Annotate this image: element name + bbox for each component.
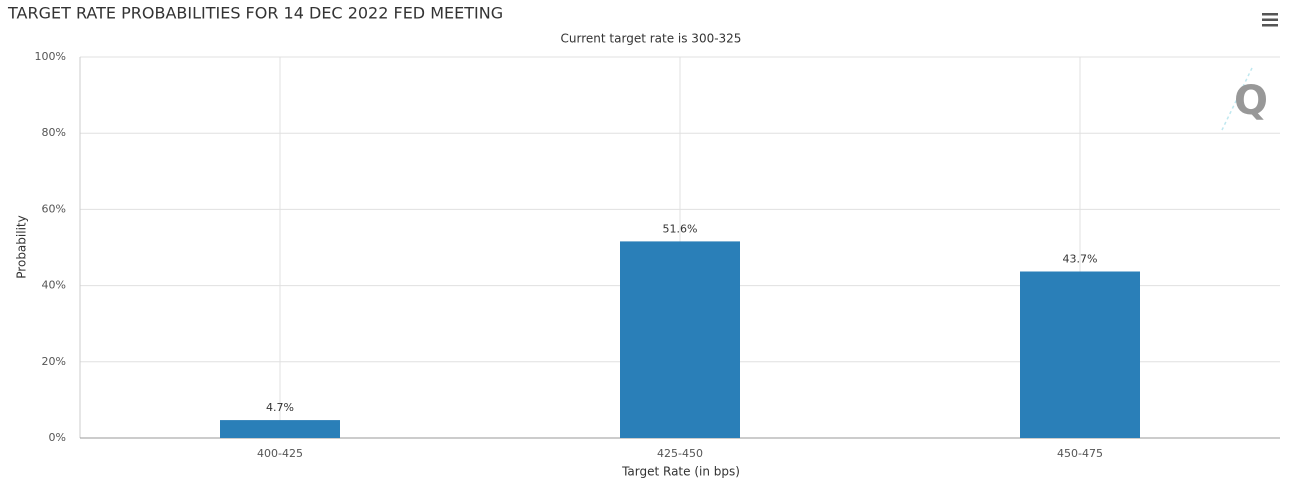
y-tick-label: 40% (42, 279, 66, 292)
x-axis-label: Target Rate (in bps) (621, 465, 740, 479)
y-tick-label: 100% (35, 50, 66, 63)
x-tick-label: 450-475 (1057, 447, 1103, 460)
bar (620, 241, 740, 438)
menu-bar[interactable] (1262, 13, 1278, 16)
menu-bar[interactable] (1262, 24, 1278, 27)
x-tick-label: 425-450 (657, 447, 703, 460)
logo-letter: Q (1234, 78, 1268, 124)
y-tick-label: 60% (42, 202, 66, 215)
bar (1020, 271, 1140, 438)
y-tick-label: 80% (42, 126, 66, 139)
bar (220, 420, 340, 438)
data-label: 43.7% (1063, 253, 1098, 266)
y-tick-label: 0% (49, 431, 66, 444)
y-axis-label: Probability (15, 215, 29, 278)
y-tick-label: 20% (42, 355, 66, 368)
data-label: 51.6% (663, 222, 698, 235)
menu-bar[interactable] (1262, 18, 1278, 22)
menu-button[interactable] (1262, 13, 1278, 27)
x-tick-label: 400-425 (257, 447, 303, 460)
data-label: 4.7% (266, 401, 294, 414)
logo: Q (1221, 67, 1268, 131)
chart-subtitle: Current target rate is 300-325 (561, 32, 742, 46)
chart-title: TARGET RATE PROBABILITIES FOR 14 DEC 202… (7, 4, 503, 23)
